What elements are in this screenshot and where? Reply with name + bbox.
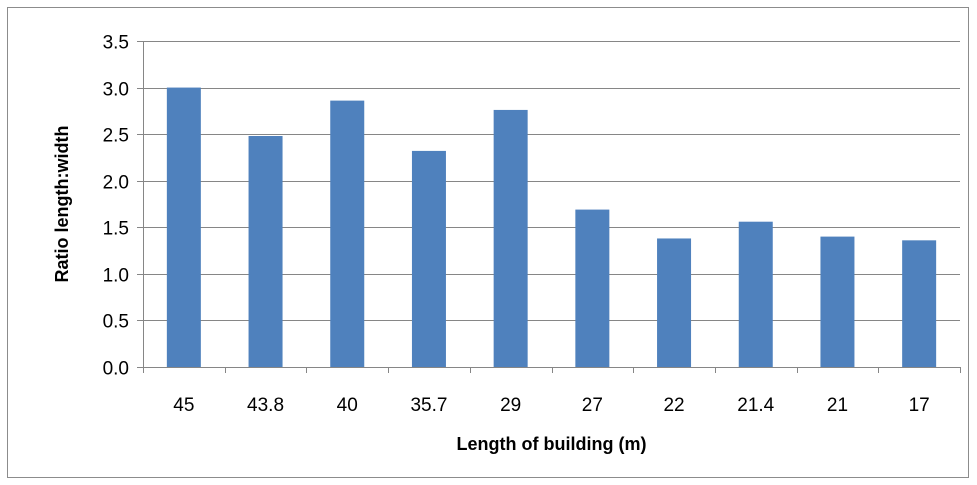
bar — [902, 240, 937, 367]
y-tick-label: 0.0 — [103, 359, 129, 380]
bar — [657, 238, 692, 367]
y-axis-title: Ratio length:width — [52, 126, 72, 283]
y-tick-label: 3.5 — [103, 33, 129, 54]
bars — [166, 87, 937, 368]
y-tick-label: 3.0 — [103, 80, 129, 101]
x-tick-label: 22 — [663, 395, 684, 416]
y-tick-label: 2.0 — [103, 173, 129, 194]
x-axis-title: Length of building (m) — [457, 434, 647, 454]
bar — [330, 100, 365, 368]
x-tick-label: 40 — [337, 395, 358, 416]
bar — [166, 87, 201, 368]
bar — [575, 209, 610, 367]
axes — [137, 41, 961, 373]
x-tick-label: 21 — [827, 395, 848, 416]
bar — [248, 136, 283, 367]
bar — [738, 221, 773, 367]
y-tick-label: 1.0 — [103, 266, 129, 287]
x-tick-label: 45 — [173, 395, 194, 416]
x-tick-label: 43.8 — [247, 395, 284, 416]
x-tick-label: 17 — [909, 395, 930, 416]
tick-labels: 0.0 0.5 1.0 1.5 2.0 2.5 3.0 3.5 45 43.8 40 35.7 29 27… — [103, 33, 930, 417]
y-tick-label: 1.5 — [103, 219, 129, 240]
x-tick-label: 29 — [500, 395, 521, 416]
x-tick-label: 27 — [582, 395, 603, 416]
x-tick-label: 21.4 — [737, 395, 774, 416]
bar — [411, 150, 446, 367]
bar — [820, 236, 855, 367]
y-tick-label: 2.5 — [103, 126, 129, 147]
bar — [493, 109, 528, 367]
x-tick-label: 35.7 — [410, 395, 447, 416]
y-tick-label: 0.5 — [103, 312, 129, 333]
